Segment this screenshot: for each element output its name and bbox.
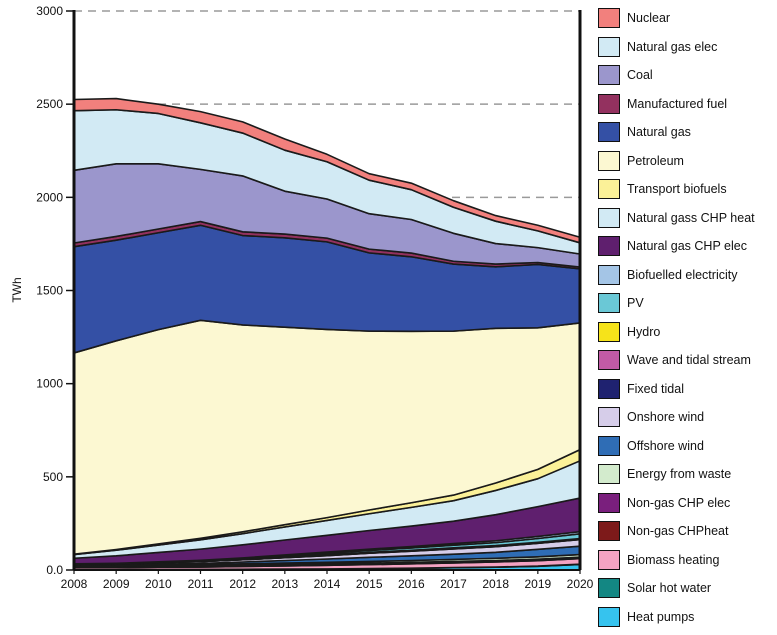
x-tick-label: 2008 — [61, 577, 88, 591]
legend-label: PV — [627, 293, 644, 313]
x-tick-label: 2020 — [567, 577, 594, 591]
legend-label: Offshore wind — [627, 436, 704, 456]
x-tick-label: 2009 — [103, 577, 130, 591]
legend-label: Biomass heating — [627, 550, 719, 570]
legend-swatch — [598, 550, 620, 570]
legend-label: Fixed tidal — [627, 379, 684, 399]
legend-item-hydro: Hydro — [598, 322, 776, 351]
legend-swatch — [598, 350, 620, 370]
legend-swatch — [598, 236, 620, 256]
legend-item-nuclear: Nuclear — [598, 8, 776, 37]
y-axis-label: TWh — [10, 277, 24, 302]
legend-label: Natural gas — [627, 122, 691, 142]
x-tick-label: 2010 — [145, 577, 172, 591]
legend-swatch — [598, 379, 620, 399]
y-tick-label: 500 — [43, 470, 63, 484]
legend-swatch — [598, 493, 620, 513]
x-tick-label: 2018 — [482, 577, 509, 591]
legend-item-solar-hot-water: Solar hot water — [598, 578, 776, 607]
legend-item-natural-gas: Natural gas — [598, 122, 776, 151]
area-series — [74, 99, 580, 570]
legend-label: Hydro — [627, 322, 660, 342]
y-tick-label: 3000 — [36, 4, 63, 18]
legend-item-non-gas-chp-elec: Non-gas CHP elec — [598, 493, 776, 522]
legend-swatch — [598, 436, 620, 456]
x-tick-label: 2013 — [271, 577, 298, 591]
legend-item-manufactured-fuel: Manufactured fuel — [598, 94, 776, 123]
legend-swatch — [598, 464, 620, 484]
legend-swatch — [598, 122, 620, 142]
legend-swatch — [598, 94, 620, 114]
y-tick-label: 1500 — [36, 284, 63, 298]
legend-swatch — [598, 208, 620, 228]
legend-swatch — [598, 65, 620, 85]
legend-item-biofuelled-electricity: Biofuelled electricity — [598, 265, 776, 294]
legend-item-natural-gas-chp-elec: Natural gas CHP elec — [598, 236, 776, 265]
legend-swatch — [598, 8, 620, 28]
legend-label: Transport biofuels — [627, 179, 727, 199]
legend-item-natural-gass-chp-heat: Natural gass CHP heat — [598, 208, 776, 237]
legend-label: Petroleum — [627, 151, 684, 171]
legend-label: Solar hot water — [627, 578, 711, 598]
legend-swatch — [598, 179, 620, 199]
legend-swatch — [598, 578, 620, 598]
legend-label: Non-gas CHP elec — [627, 493, 730, 513]
legend-item-energy-from-waste: Energy from waste — [598, 464, 776, 493]
legend-label: Energy from waste — [627, 464, 731, 484]
x-tick-label: 2014 — [314, 577, 341, 591]
x-tick-label: 2019 — [524, 577, 551, 591]
x-tick-label: 2011 — [188, 577, 214, 591]
legend-swatch — [598, 521, 620, 541]
x-tick-label: 2016 — [398, 577, 425, 591]
legend-label: Manufactured fuel — [627, 94, 727, 114]
legend-label: Natural gass CHP heat — [627, 208, 755, 228]
legend-label: Natural gas elec — [627, 37, 717, 57]
legend-swatch — [598, 293, 620, 313]
legend-item-non-gas-chpheat: Non-gas CHPheat — [598, 521, 776, 550]
legend-item-offshore-wind: Offshore wind — [598, 436, 776, 465]
legend-item-fixed-tidal: Fixed tidal — [598, 379, 776, 408]
x-tick-label: 2015 — [356, 577, 383, 591]
legend-label: Natural gas CHP elec — [627, 236, 747, 256]
legend-label: Onshore wind — [627, 407, 704, 427]
legend-item-petroleum: Petroleum — [598, 151, 776, 180]
y-tick-label: 1000 — [36, 377, 63, 391]
legend-swatch — [598, 151, 620, 171]
legend-label: Heat pumps — [627, 607, 694, 627]
x-tick-label: 2012 — [229, 577, 256, 591]
legend-label: Nuclear — [627, 8, 670, 28]
legend-swatch — [598, 322, 620, 342]
legend-item-onshore-wind: Onshore wind — [598, 407, 776, 436]
legend-item-natural-gas-elec: Natural gas elec — [598, 37, 776, 66]
legend-item-coal: Coal — [598, 65, 776, 94]
legend-label: Wave and tidal stream — [627, 350, 751, 370]
legend-swatch — [598, 265, 620, 285]
y-tick-label: 2500 — [36, 97, 63, 111]
x-tick-label: 2017 — [440, 577, 467, 591]
legend-label: Non-gas CHPheat — [627, 521, 728, 541]
legend-label: Coal — [627, 65, 653, 85]
legend-item-pv: PV — [598, 293, 776, 322]
legend-item-transport-biofuels: Transport biofuels — [598, 179, 776, 208]
legend-item-biomass-heating: Biomass heating — [598, 550, 776, 579]
legend: Nuclear Natural gas elec Coal Manufactured … — [598, 8, 776, 635]
legend-swatch — [598, 607, 620, 627]
legend-item-wave-and-tidal-stream: Wave and tidal stream — [598, 350, 776, 379]
y-tick-label: 0.0 — [46, 563, 63, 577]
y-tick-label: 2000 — [36, 190, 63, 204]
legend-swatch — [598, 37, 620, 57]
legend-label: Biofuelled electricity — [627, 265, 737, 285]
legend-swatch — [598, 407, 620, 427]
